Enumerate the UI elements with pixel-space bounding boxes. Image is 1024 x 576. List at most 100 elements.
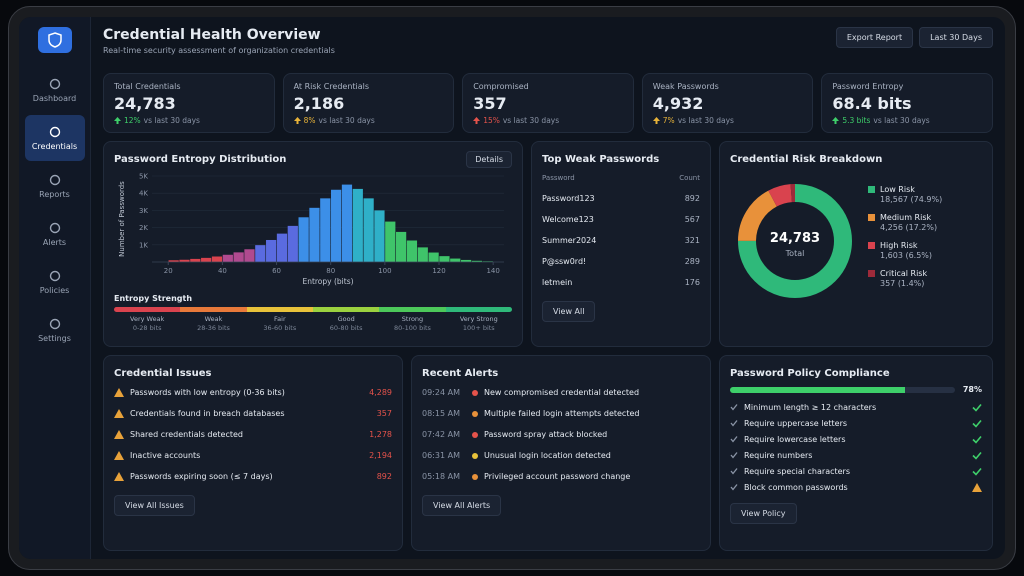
rule-bullet-shape — [730, 420, 738, 427]
nav-icon — [49, 222, 60, 233]
card-title: Top Weak Passwords — [542, 153, 660, 165]
table-cell: Summer2024 — [542, 236, 597, 245]
trend-arrow-shape — [293, 117, 301, 124]
header-button[interactable]: Export Report — [835, 27, 914, 48]
view-alerts-button[interactable]: View All Alerts — [422, 495, 502, 516]
kpi-change-value: 5.3 bits — [842, 116, 871, 125]
kpi-label: Weak Passwords — [652, 82, 719, 91]
warning-shape — [114, 388, 124, 397]
rule-status — [972, 467, 982, 476]
x-tick-label: 140 — [486, 267, 499, 275]
kpi-change-note: vs last 30 days — [873, 116, 930, 125]
issue-count: 357 — [376, 409, 392, 418]
nav-label: Dashboard — [32, 93, 77, 103]
rule-item: Block common passwords — [730, 479, 982, 495]
nav-item[interactable]: Settings — [25, 307, 85, 353]
nav-item[interactable]: Policies — [25, 259, 85, 305]
rule-bullet-shape — [730, 452, 738, 459]
rule-item: Require uppercase letters — [730, 415, 982, 431]
kpi-change-value: 12% — [124, 116, 141, 125]
alert-item: 07:42 AM Password spray attack blocked — [422, 424, 700, 445]
histogram-bar — [179, 259, 190, 262]
view-issues-button[interactable]: View All Issues — [114, 495, 195, 516]
legend-text: Low Risk 18,567 (74.9%) — [880, 185, 942, 204]
card-title: Password Entropy Distribution — [114, 153, 287, 165]
column-header: Password — [542, 174, 575, 182]
rule-text: Require uppercase letters — [744, 418, 848, 428]
table-row: Password123 892 — [542, 188, 700, 209]
rule-status — [972, 419, 982, 428]
nav-item[interactable]: Credentials — [24, 115, 85, 161]
rule-bullet-shape — [730, 484, 738, 491]
table-row: letmein 176 — [542, 272, 700, 293]
kpi-card: Password Entropy 68.4 bits 5.3 bits vs last… — [821, 73, 993, 133]
legend-value: 4,256 (17.2%) — [880, 223, 938, 232]
rule-bullet — [730, 420, 738, 427]
histogram-bar — [417, 247, 428, 262]
legend-name: Low Risk — [880, 185, 915, 194]
shield-icon — [47, 32, 62, 48]
strength-name: Fair — [274, 315, 286, 323]
strength-bar — [114, 307, 512, 312]
nav-item[interactable]: Reports — [25, 163, 85, 209]
card-title: Credential Issues — [114, 367, 212, 379]
legend-item: Medium Risk 4,256 (17.2%) — [868, 213, 942, 232]
legend-swatch — [868, 186, 875, 193]
main: Credential Health Overview Real-time sec… — [91, 17, 1005, 559]
strength-name: Good — [337, 315, 355, 323]
rule-text: Minimum length ≥ 12 characters — [744, 402, 877, 412]
details-button[interactable]: Details — [466, 150, 512, 168]
legend-name: High Risk — [880, 241, 918, 250]
legend-item: High Risk 1,603 (6.5%) — [868, 241, 942, 260]
nav-item[interactable]: Alerts — [25, 211, 85, 257]
histogram-bar — [428, 252, 439, 262]
progress-fill — [730, 386, 906, 393]
table-cell: 567 — [684, 215, 700, 224]
nav-item[interactable]: Dashboard — [25, 67, 85, 113]
rule-status — [972, 403, 982, 412]
nav-icon — [49, 270, 60, 281]
kpi-card: At Risk Credentials 2,186 8% vs last 30 day… — [282, 73, 455, 133]
kpi-change-note: vs last 30 days — [677, 116, 734, 125]
alert-time: 05:18 AM — [422, 472, 460, 481]
nav-icon-shape — [49, 318, 60, 329]
alert-text: Multiple failed login attempts detected — [484, 409, 640, 418]
alert-dot — [472, 452, 478, 459]
kpi-value: 357 — [473, 94, 507, 113]
strength-label: Strong 80-100 bits — [379, 315, 445, 333]
donut-segment — [738, 184, 852, 298]
legend-swatch — [868, 270, 875, 277]
view-policy-button[interactable]: View Policy — [730, 503, 797, 524]
table-row: Summer2024 321 — [542, 230, 700, 251]
logo — [37, 27, 72, 53]
kpi-change-note: vs last 30 days — [502, 116, 560, 125]
weak-table: Password Count Password123 892 Welcome123 567… — [542, 168, 700, 293]
header-button[interactable]: Last 30 Days — [919, 27, 993, 48]
nav-icon-shape — [49, 174, 60, 185]
strength-label: Fair 36-60 bits — [247, 315, 313, 333]
rule-item: Require lowercase letters — [730, 431, 982, 447]
x-tick-label: 100 — [378, 267, 391, 275]
compliance-row: 78% — [730, 385, 982, 394]
rule-item: Minimum length ≥ 12 characters — [730, 399, 982, 415]
kpi-change-value: 7% — [662, 116, 675, 125]
rule-text: Block common passwords — [744, 482, 848, 492]
rule-bullet — [730, 484, 738, 491]
alert-dot — [472, 410, 478, 417]
histogram-bar — [341, 184, 353, 262]
weak-passwords-card: Top Weak Passwords Password Count Password1… — [531, 141, 711, 347]
trend-arrow-shape — [114, 117, 121, 124]
trend-arrow — [832, 117, 840, 124]
rule-bullet-shape — [730, 436, 738, 443]
view-all-button[interactable]: View All — [542, 301, 596, 322]
histogram-bar — [331, 189, 342, 262]
strength-segment — [312, 307, 380, 312]
card-title: Credential Risk Breakdown — [730, 153, 883, 165]
legend-item: Low Risk 18,567 (74.9%) — [868, 185, 942, 204]
table-cell: Welcome123 — [542, 215, 594, 224]
strength-name: Very Strong — [459, 315, 498, 323]
nav-icon-shape — [49, 78, 60, 89]
histogram-bar — [471, 260, 483, 262]
strength-range: 36-60 bits — [263, 324, 297, 332]
